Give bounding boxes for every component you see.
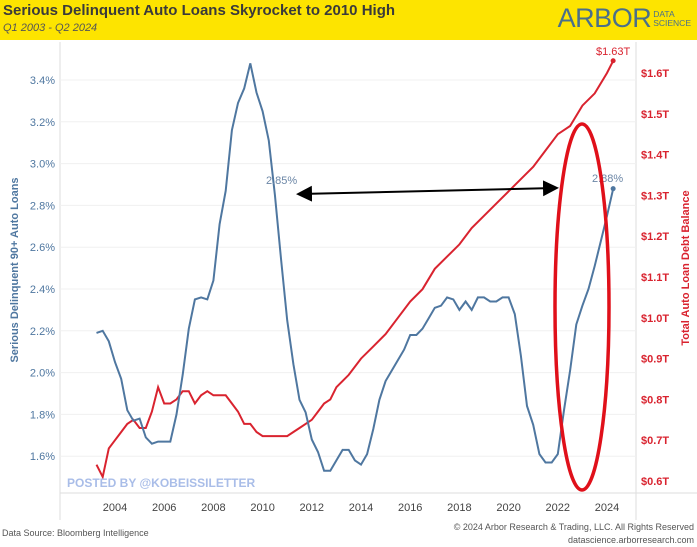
y-tick-right: $0.6T <box>641 476 669 488</box>
y-tick-right: $1.0T <box>641 313 669 325</box>
y-tick-right: $1.6T <box>641 68 669 80</box>
y-tick-left: 3.2% <box>30 117 55 129</box>
y-tick-left: 1.6% <box>30 451 55 463</box>
x-tick: 2014 <box>349 502 373 514</box>
y-tick-left: 3.4% <box>30 75 55 87</box>
header-banner: Serious Delinquent Auto Loans Skyrocket … <box>0 0 697 40</box>
y-tick-right: $1.2T <box>641 231 669 243</box>
x-tick: 2022 <box>546 502 570 514</box>
y-tick-left: 2.6% <box>30 242 55 254</box>
y-tick-left: 1.8% <box>30 409 55 421</box>
chart-title: Serious Delinquent Auto Loans Skyrocket … <box>3 2 396 19</box>
y-tick-left: 3.0% <box>30 159 55 171</box>
highlight-ellipse <box>553 122 611 492</box>
y-tick-right: $0.8T <box>641 394 669 406</box>
x-tick: 2018 <box>447 502 471 514</box>
y-tick-right: $1.5T <box>641 109 669 121</box>
copyright-text: © 2024 Arbor Research & Trading, LLC. Al… <box>453 522 694 532</box>
x-tick: 2008 <box>201 502 225 514</box>
y-tick-right: $1.1T <box>641 272 669 284</box>
y-tick-left: 2.0% <box>30 368 55 380</box>
label-debt-end: $1.63T <box>596 46 631 58</box>
copyright: © 2024 Arbor Research & Trading, LLC. Al… <box>454 521 694 547</box>
x-tick: 2010 <box>250 502 274 514</box>
y-tick-right: $0.9T <box>641 354 669 366</box>
x-tick: 2012 <box>300 502 324 514</box>
x-tick: 2004 <box>103 502 127 514</box>
data-source: Data Source: Bloomberg Intelligence <box>2 528 149 538</box>
series-line-delinquency <box>96 63 615 472</box>
x-tick: 2024 <box>595 502 619 514</box>
logo-main: ARBOR <box>557 3 652 33</box>
x-tick: 2020 <box>496 502 520 514</box>
label-2010-value: 2.85% <box>266 175 297 187</box>
y-tick-left: 2.8% <box>30 200 55 212</box>
logo-sub: DATA SCIENCE <box>653 8 691 28</box>
x-tick: 2006 <box>152 502 176 514</box>
logo-sub-data: DATA <box>653 8 675 19</box>
delinquency-end-point <box>610 186 616 192</box>
chart-subtitle: Q1 2003 - Q2 2024 <box>3 22 98 34</box>
watermark: POSTED BY @KOBEISSILETTER <box>67 476 256 490</box>
label-2024-value: 2.88% <box>592 173 623 185</box>
y-tick-left: 2.2% <box>30 326 55 338</box>
logo-sub-science: SCIENCE <box>653 17 691 28</box>
y-tick-right: $1.3T <box>641 190 669 202</box>
website-url: datascience.arborresearch.com <box>567 535 694 545</box>
y-axis-left-title: Serious Delinquent 90+ Auto Loans <box>9 177 21 362</box>
y-tick-right: $0.7T <box>641 435 669 447</box>
series-line-debt <box>95 60 615 480</box>
arbor-logo: ARBOR DATA SCIENCE <box>558 3 691 34</box>
debt-end-point <box>610 58 616 64</box>
y-tick-right: $1.4T <box>641 150 669 162</box>
x-tick: 2016 <box>398 502 422 514</box>
y-tick-left: 2.4% <box>30 284 55 296</box>
comparison-arrow <box>296 180 559 202</box>
y-axis-right-title: Total Auto Loan Debt Balance <box>680 190 692 345</box>
